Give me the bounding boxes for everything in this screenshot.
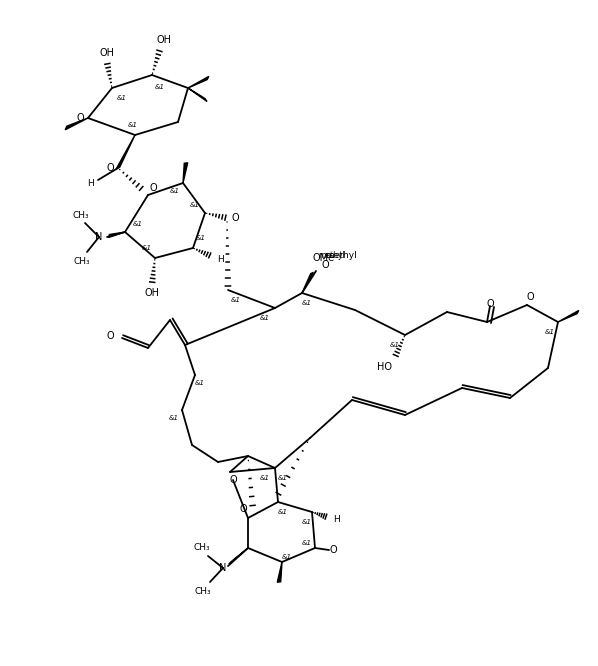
Text: &1: &1 xyxy=(169,415,179,421)
Text: O: O xyxy=(486,299,494,309)
Text: CH₃: CH₃ xyxy=(74,256,90,266)
Text: OH: OH xyxy=(145,288,160,298)
Text: H: H xyxy=(218,256,224,264)
Text: O: O xyxy=(329,545,337,555)
Text: O: O xyxy=(76,113,84,123)
Text: methyl: methyl xyxy=(319,250,346,260)
Text: O: O xyxy=(526,292,534,302)
Text: &1: &1 xyxy=(260,475,270,481)
Text: O: O xyxy=(321,260,329,270)
Text: &1: &1 xyxy=(545,329,555,335)
Text: O: O xyxy=(229,475,237,485)
Polygon shape xyxy=(65,118,88,130)
Text: &1: &1 xyxy=(133,221,143,227)
Text: CH₃: CH₃ xyxy=(195,587,211,597)
Polygon shape xyxy=(116,135,135,169)
Text: O: O xyxy=(106,163,114,173)
Text: OMe: OMe xyxy=(313,253,335,263)
Polygon shape xyxy=(188,77,209,88)
Text: O: O xyxy=(149,183,157,193)
Text: &1: &1 xyxy=(190,202,200,208)
Polygon shape xyxy=(188,88,207,101)
Text: OH: OH xyxy=(157,35,172,45)
Text: &1: &1 xyxy=(302,519,312,525)
Text: &1: &1 xyxy=(302,540,312,546)
Text: &1: &1 xyxy=(196,235,206,241)
Text: &1: &1 xyxy=(170,188,180,194)
Polygon shape xyxy=(302,272,313,293)
Text: N: N xyxy=(219,563,227,573)
Text: &1: &1 xyxy=(142,245,152,251)
Text: methyl: methyl xyxy=(325,250,357,260)
Text: CH₃: CH₃ xyxy=(73,210,89,220)
Text: &1: &1 xyxy=(117,95,127,101)
Text: CH₃: CH₃ xyxy=(194,543,210,553)
Text: H: H xyxy=(87,180,93,188)
Polygon shape xyxy=(109,232,125,238)
Text: &1: &1 xyxy=(282,554,292,560)
Text: &1: &1 xyxy=(231,297,241,303)
Polygon shape xyxy=(183,163,188,183)
Text: &1: &1 xyxy=(278,475,288,481)
Polygon shape xyxy=(229,548,248,564)
Text: &1: &1 xyxy=(128,122,138,128)
Text: &1: &1 xyxy=(390,342,400,348)
Text: HO: HO xyxy=(377,362,392,372)
Text: &1: &1 xyxy=(260,315,270,321)
Text: O: O xyxy=(231,213,239,223)
Text: &1: &1 xyxy=(302,300,312,306)
Text: O: O xyxy=(106,331,114,341)
Text: H: H xyxy=(332,515,340,525)
Text: &1: &1 xyxy=(278,509,288,515)
Text: N: N xyxy=(95,232,103,242)
Text: O: O xyxy=(239,504,247,514)
Text: OH: OH xyxy=(99,48,114,58)
Polygon shape xyxy=(277,562,282,582)
Text: &1: &1 xyxy=(155,84,165,90)
Text: &1: &1 xyxy=(195,380,205,386)
Polygon shape xyxy=(558,310,579,322)
